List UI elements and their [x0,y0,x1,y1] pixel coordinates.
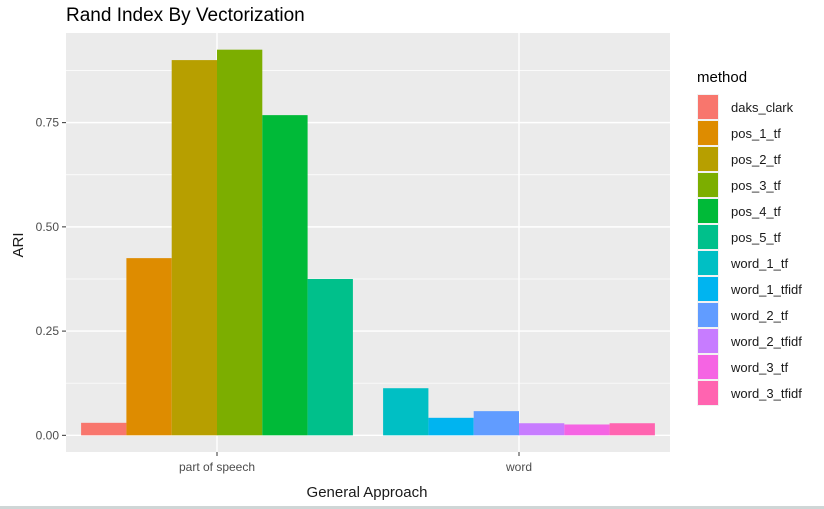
legend-swatch [698,95,718,119]
legend-swatch [698,355,718,379]
bar-pos-5-tf [307,278,353,436]
legend-swatch [698,251,718,275]
legend-label: pos_2_tf [731,152,781,167]
y-tick-label: 0.50 [36,220,60,234]
x-tick-label: part of speech [179,460,255,474]
legend-label: word_2_tf [730,308,788,323]
bar-word-1-tfidf [428,417,474,436]
legend-swatch [698,381,718,405]
bar-word-2-tf [473,411,519,436]
chart-title: Rand Index By Vectorization [66,5,305,26]
legend-swatch [698,329,718,353]
x-tick-label: word [505,460,532,474]
legend-label: pos_1_tf [731,126,781,141]
bar-pos-1-tf [126,258,172,436]
y-axis-title: ARI [10,232,27,257]
legend-label: word_1_tf [730,256,788,271]
bars [81,49,655,436]
x-axis: part of speech word [179,452,532,474]
legend-swatch [698,303,718,327]
y-tick-label: 0.75 [36,116,60,130]
legend-swatch [698,173,718,197]
bar-daks-clark [81,422,127,436]
legend-label: word_3_tf [730,360,788,375]
legend-label: daks_clark [731,100,794,115]
legend-swatch [698,199,718,223]
legend-label: word_1_tfidf [730,282,802,297]
y-tick-label: 0.25 [36,324,60,338]
legend-label: word_3_tfidf [730,386,802,401]
legend: method daks_clark pos_1_tf pos_2_tf pos_3_t… [697,69,802,406]
y-axis: 0.00 0.25 0.50 0.75 [36,116,66,442]
legend-label: pos_3_tf [731,178,781,193]
bar-pos-4-tf [262,115,308,436]
legend-label: pos_4_tf [731,204,781,219]
legend-label: pos_5_tf [731,230,781,245]
y-tick-label: 0.00 [36,428,60,442]
bar-word-1-tf [383,388,429,436]
bar-pos-3-tf [217,49,263,436]
bar-word-3-tfidf [609,423,655,436]
legend-swatch [698,121,718,145]
legend-title: method [697,69,747,86]
bar-word-3-tf [564,424,610,436]
legend-swatch [698,277,718,301]
legend-swatch [698,147,718,171]
bar-word-2-tfidf [519,423,565,436]
bar-pos-2-tf [171,60,217,436]
x-axis-title: General Approach [307,484,428,501]
legend-label: word_2_tfidf [730,334,802,349]
legend-swatch [698,225,718,249]
bottom-rule [0,506,824,509]
